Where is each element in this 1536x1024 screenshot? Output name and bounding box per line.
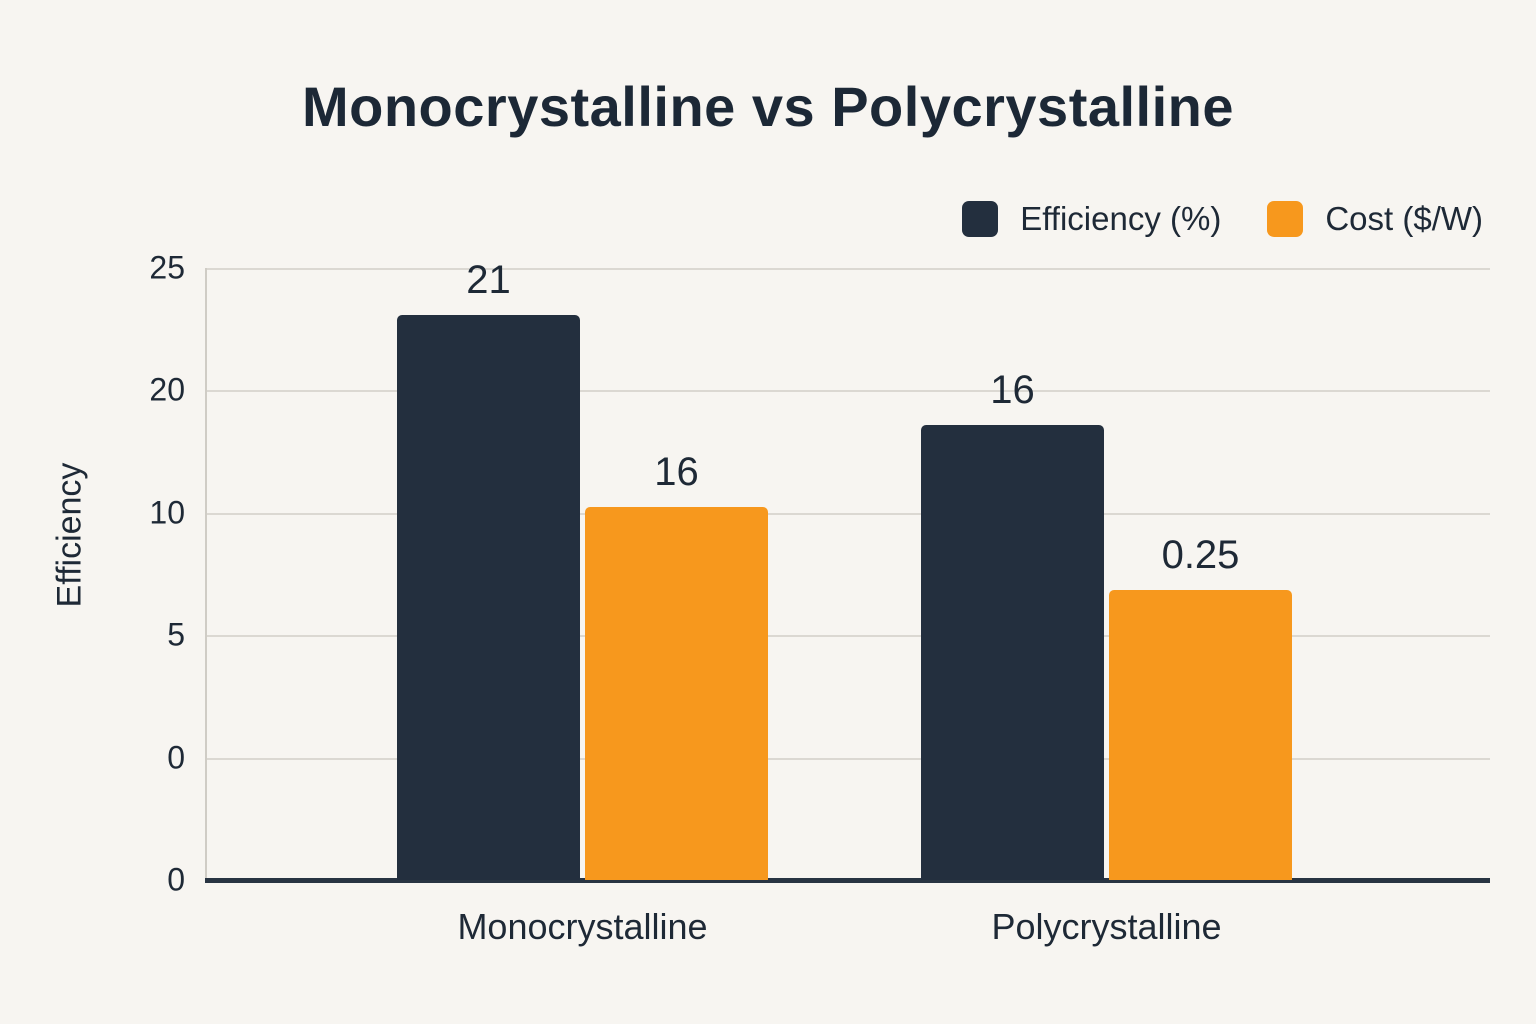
bar-value-label: 16 <box>654 450 699 494</box>
gridline <box>205 268 1490 270</box>
chart-title: Monocrystalline vs Polycrystalline <box>301 75 1235 138</box>
gridline <box>205 757 1490 760</box>
y-tick-label: 20 <box>149 371 185 408</box>
x-category-label: Monocrystalline <box>457 906 708 947</box>
legend-label: Efficiency (%) <box>1020 200 1222 237</box>
legend-label: Cost ($/W) <box>1325 200 1483 237</box>
x-category-label: Polycrystalline <box>991 906 1222 947</box>
y-tick-label: 25 <box>149 249 185 286</box>
y-axis-title: Efficiency <box>50 462 89 608</box>
plot-area: 25 20 10 5 0 0 21 16 Monocrystalline 16 0.25 Polycr… <box>149 250 1490 947</box>
y-tick-label: 0 <box>167 861 185 898</box>
legend-swatch-cost-w <box>1267 201 1304 237</box>
y-tick-label: 0 <box>167 739 185 776</box>
bar-value-label: 21 <box>466 258 511 302</box>
legend-item-cost-w: Cost ($/W) <box>1267 200 1483 238</box>
bar-efficiency-polycrystalline <box>921 425 1104 880</box>
bar-value-label: 0.25 <box>1161 533 1240 577</box>
bar-cost-w-polycrystalline <box>1109 590 1292 880</box>
bar-value-label: 16 <box>990 368 1035 412</box>
gridline <box>205 390 1490 393</box>
chart-legend: Efficiency (%) Cost ($/W) <box>962 200 1483 238</box>
bar-cost-w-monocrystalline <box>585 507 768 880</box>
y-axis-line <box>205 268 207 880</box>
gridline <box>205 635 1490 638</box>
y-tick-label: 10 <box>149 494 185 531</box>
gridline <box>205 512 1490 515</box>
legend-item-efficiency: Efficiency (%) <box>962 200 1221 238</box>
legend-swatch-efficiency <box>962 201 999 237</box>
y-tick-label: 5 <box>167 616 185 653</box>
x-axis-line <box>205 878 1490 883</box>
bar-efficiency-monocrystalline <box>397 315 580 880</box>
